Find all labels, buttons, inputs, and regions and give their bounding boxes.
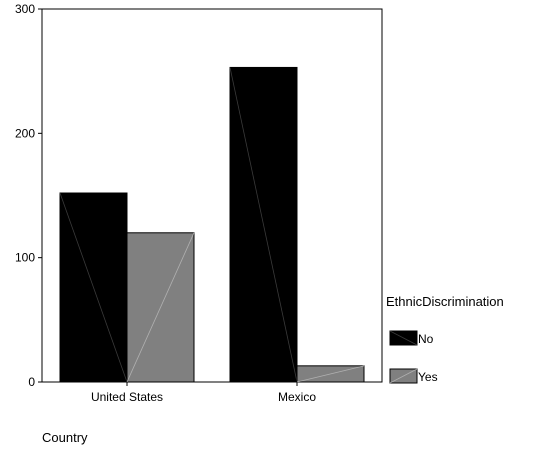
legend: EthnicDiscrimination No Yes bbox=[386, 294, 504, 384]
legend-title: EthnicDiscrimination bbox=[386, 294, 504, 309]
x-tick-label: United States bbox=[91, 390, 163, 404]
bar-texture bbox=[296, 365, 365, 383]
y-tick-label: 100 bbox=[15, 251, 35, 265]
x-tick-label: Mexico bbox=[278, 390, 316, 404]
x-axis: United States Mexico bbox=[91, 382, 316, 404]
bar-texture bbox=[229, 67, 298, 383]
bar-texture bbox=[59, 192, 128, 383]
legend-label-yes: Yes bbox=[418, 370, 438, 384]
x-axis-label: Country bbox=[42, 430, 88, 445]
legend-label-no: No bbox=[418, 332, 434, 346]
bar-texture bbox=[126, 232, 195, 383]
y-tick-label: 300 bbox=[15, 2, 35, 16]
y-axis: 0 100 200 300 bbox=[15, 2, 42, 389]
legend-swatch-texture bbox=[389, 330, 418, 346]
bars bbox=[59, 66, 365, 383]
y-tick-label: 200 bbox=[15, 126, 35, 140]
y-tick-label: 0 bbox=[28, 375, 35, 389]
legend-swatch-texture bbox=[389, 368, 418, 384]
